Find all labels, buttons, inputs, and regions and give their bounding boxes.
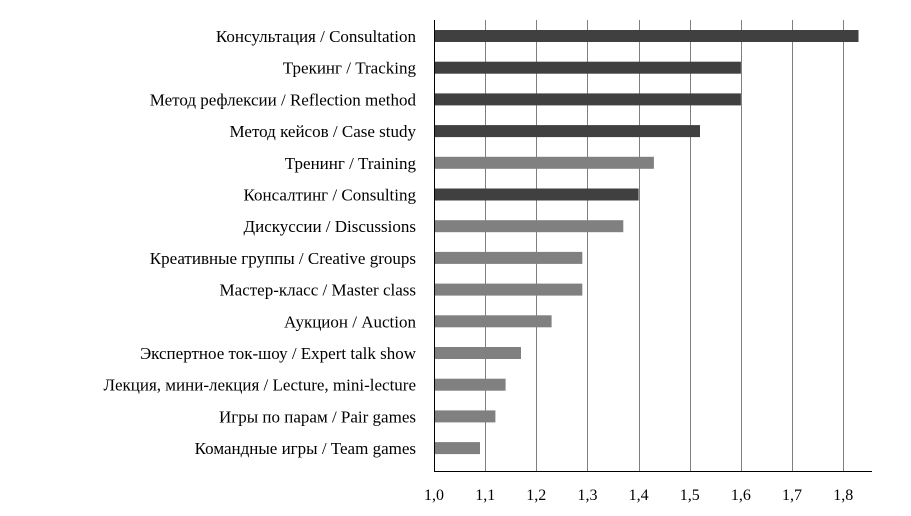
bar-layer bbox=[435, 30, 859, 455]
bar bbox=[435, 283, 583, 296]
category-label: Мастер-класс / Master class bbox=[220, 281, 416, 300]
category-label: Креативные группы / Creative groups bbox=[150, 249, 416, 268]
bar bbox=[435, 30, 859, 42]
category-label: Тренинг / Training bbox=[285, 154, 417, 173]
bar bbox=[435, 61, 741, 74]
x-tick-label: 1,3 bbox=[578, 487, 598, 504]
bar bbox=[435, 93, 741, 106]
category-label: Игры по парам / Pair games bbox=[219, 407, 416, 426]
category-label: Метод рефлексии / Reflection method bbox=[150, 90, 417, 109]
bar bbox=[435, 188, 639, 201]
category-labels: Консультация / Consultation Трекинг / Tra… bbox=[104, 27, 417, 458]
bar bbox=[435, 315, 552, 328]
x-tick-label: 1,8 bbox=[833, 487, 853, 504]
category-label: Лекция, мини-лекция / Lecture, mini-lect… bbox=[104, 376, 416, 395]
category-label: Трекинг / Tracking bbox=[283, 59, 417, 78]
category-label: Командные игры / Team games bbox=[195, 439, 416, 458]
x-tick-label: 1,2 bbox=[526, 487, 546, 504]
x-tick-label: 1,7 bbox=[782, 487, 802, 504]
x-tick-label: 1,4 bbox=[629, 487, 649, 504]
bar bbox=[435, 410, 496, 423]
x-tick-labels: 1,0 1,1 1,2 1,3 1,4 1,5 1,6 1,7 1,8 bbox=[424, 487, 853, 504]
category-label: Экспертное ток-шоу / Expert talk show bbox=[140, 344, 417, 363]
x-tick-label: 1,1 bbox=[475, 487, 495, 504]
grid-layer bbox=[434, 20, 872, 472]
category-label: Консалтинг / Consulting bbox=[244, 186, 417, 205]
bar bbox=[435, 442, 480, 455]
category-label: Аукцион / Auction bbox=[284, 312, 416, 331]
bar bbox=[435, 156, 654, 169]
bar bbox=[435, 378, 506, 391]
bar bbox=[435, 220, 624, 233]
category-label: Метод кейсов / Case study bbox=[230, 122, 417, 141]
x-tick-label: 1,6 bbox=[731, 487, 751, 504]
bar bbox=[435, 251, 583, 264]
bar bbox=[435, 125, 700, 138]
x-tick-label: 1,0 bbox=[424, 487, 444, 504]
category-label: Консультация / Consultation bbox=[216, 27, 417, 46]
category-label: Дискуссии / Discussions bbox=[244, 217, 417, 236]
x-tick-label: 1,5 bbox=[680, 487, 700, 504]
bar bbox=[435, 347, 521, 359]
